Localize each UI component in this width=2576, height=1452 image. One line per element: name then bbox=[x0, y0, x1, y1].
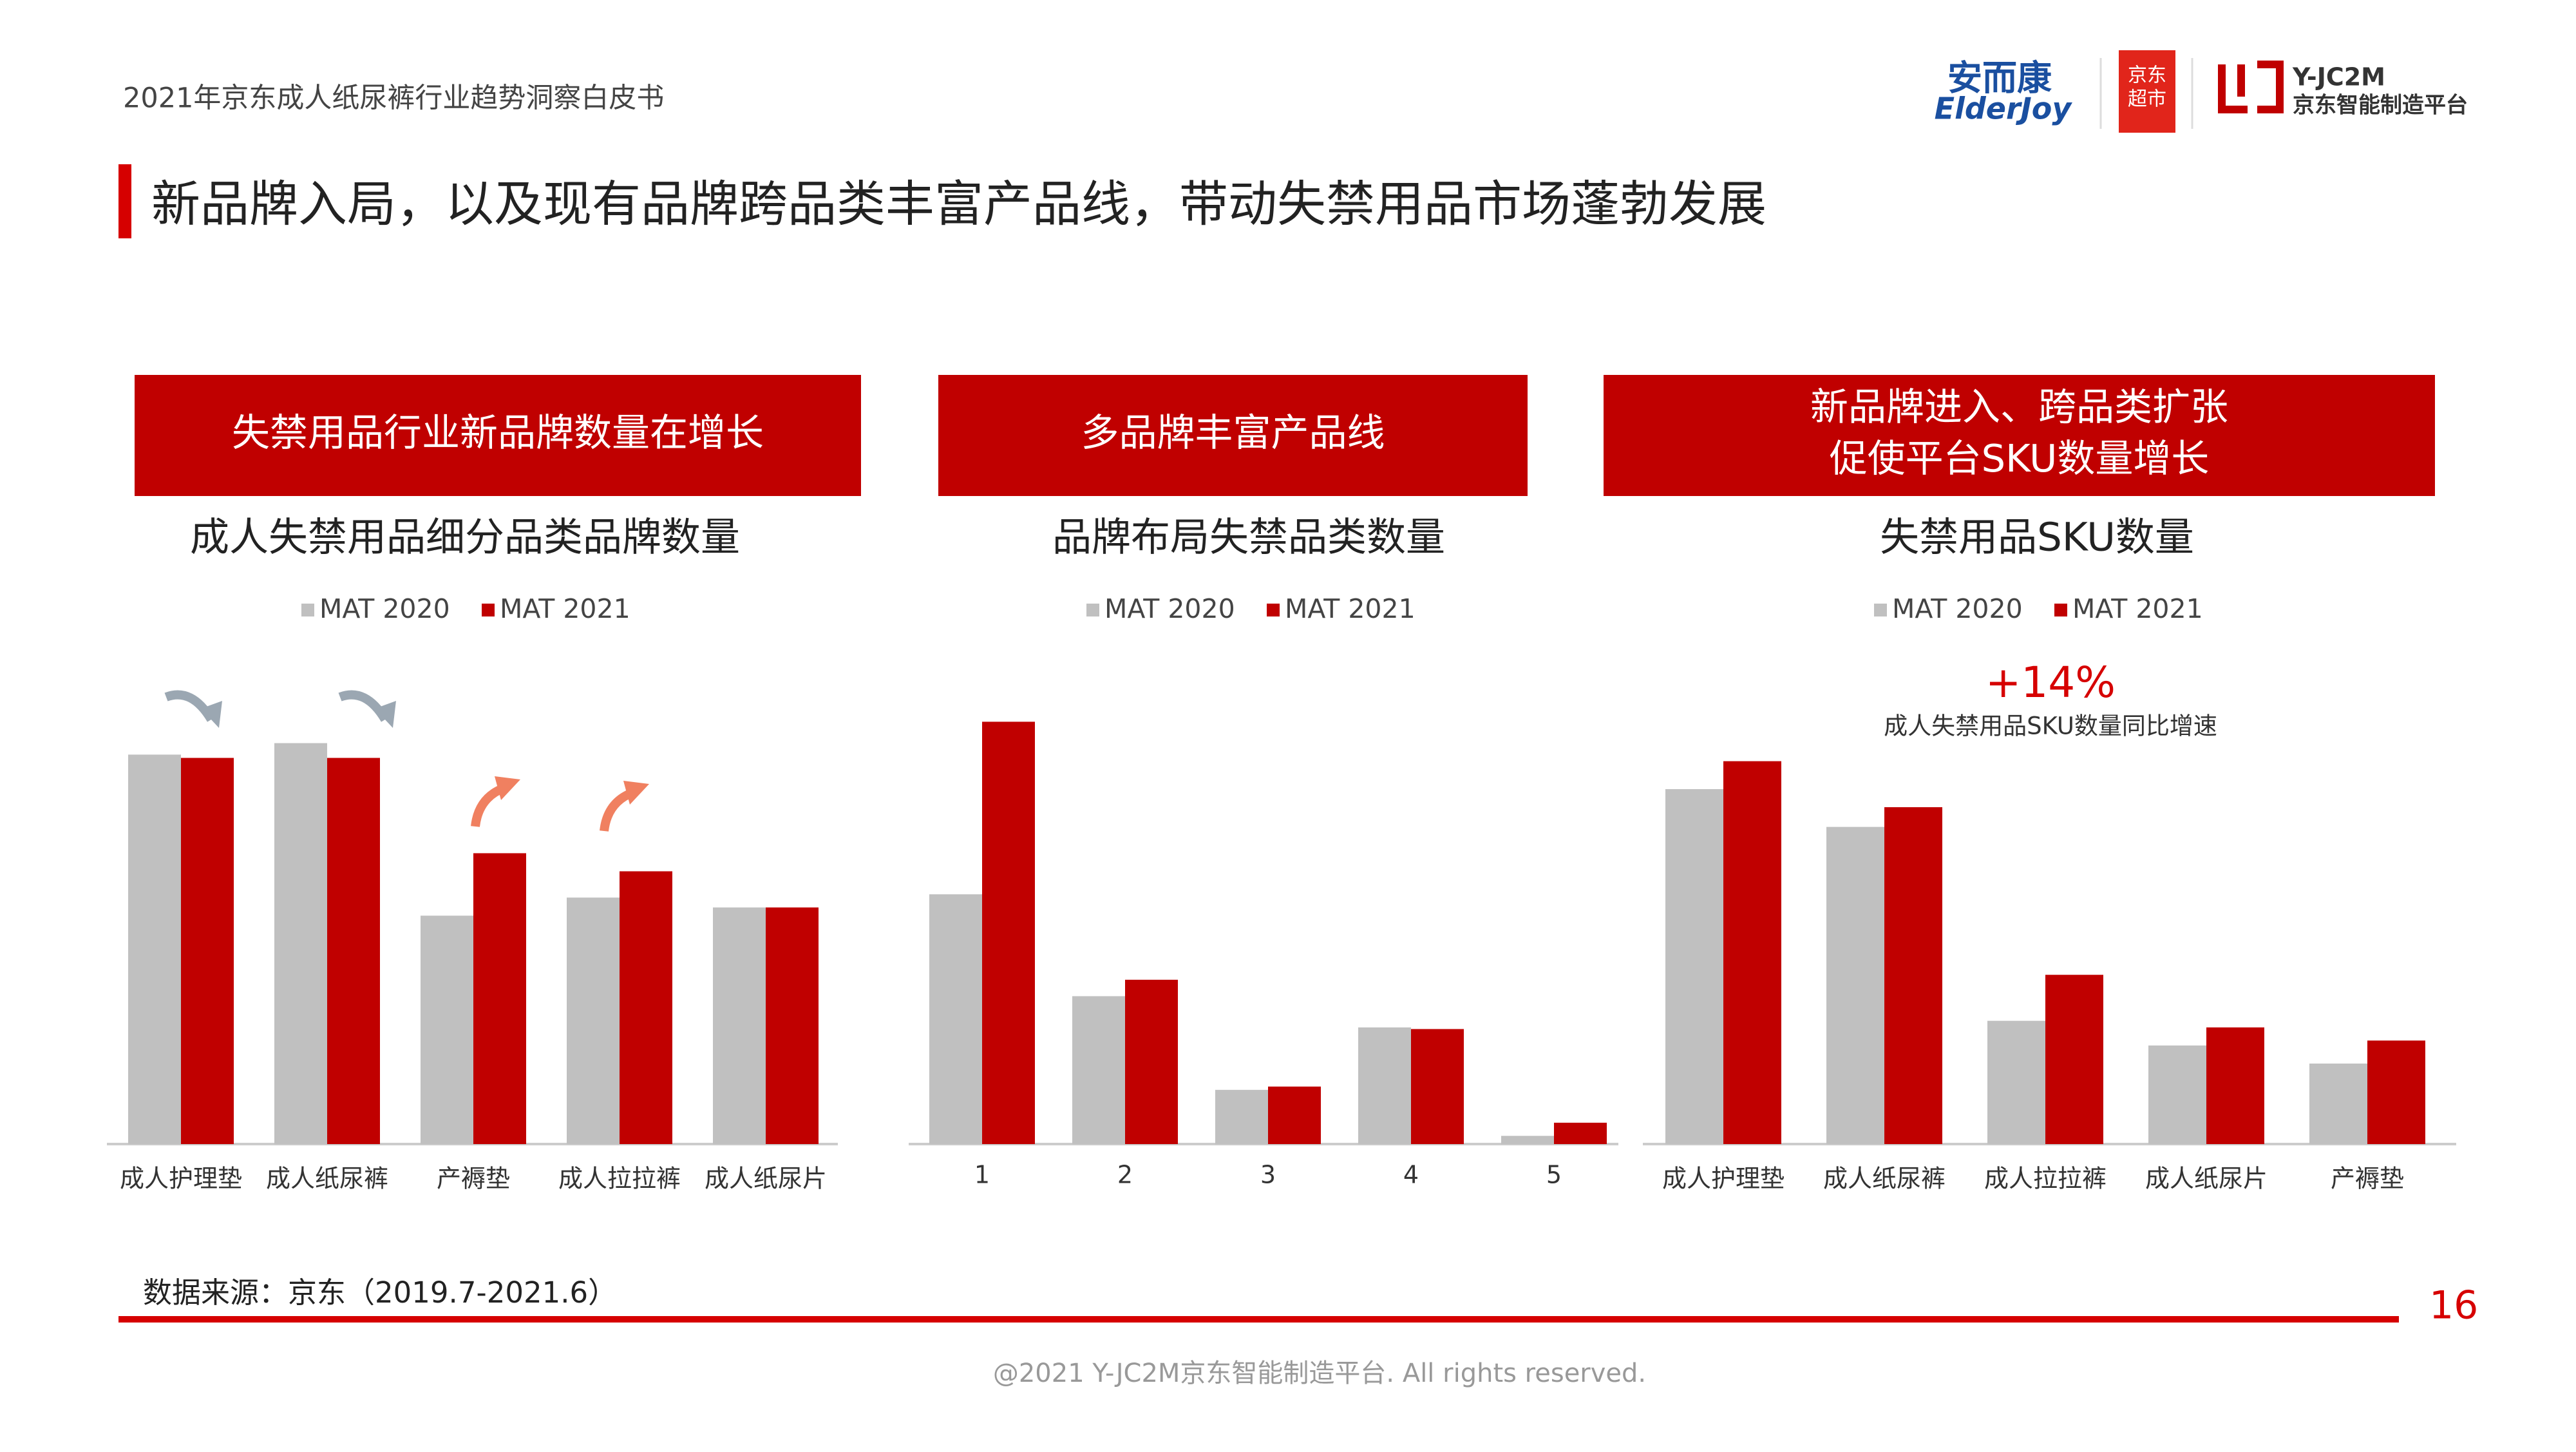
legend-label: MAT 2021 bbox=[500, 593, 630, 624]
bar bbox=[1215, 1089, 1268, 1144]
x-tick-label: 2 bbox=[1117, 1161, 1133, 1189]
panel-heading: 多品牌丰富产品线 bbox=[1081, 410, 1385, 455]
x-tick-label: 成人纸尿裤 bbox=[1823, 1165, 1946, 1193]
x-tick-label: 1 bbox=[974, 1161, 990, 1189]
logo-box bbox=[2119, 50, 2175, 133]
bar bbox=[1125, 979, 1178, 1144]
page-number: 16 bbox=[2429, 1283, 2478, 1328]
x-tick-label: 成人纸尿片 bbox=[2145, 1165, 2268, 1193]
logo-text: 超市 bbox=[2128, 88, 2166, 111]
headline-marker bbox=[118, 164, 131, 238]
bar bbox=[1358, 1027, 1411, 1144]
bar bbox=[1268, 1086, 1321, 1144]
bar bbox=[1554, 1122, 1607, 1144]
bar bbox=[181, 758, 234, 1144]
bar bbox=[2206, 1027, 2264, 1144]
bar bbox=[1501, 1136, 1554, 1144]
chart-title: 品牌布局失禁品类数量 bbox=[1052, 515, 1445, 560]
legend-label: MAT 2021 bbox=[1285, 593, 1416, 624]
logo-text: ElderJoy bbox=[1935, 91, 2073, 126]
bar bbox=[2045, 975, 2103, 1144]
panel-heading: 新品牌进入、跨品类扩张 bbox=[1810, 385, 2228, 429]
bar bbox=[620, 871, 672, 1144]
legend-label: MAT 2020 bbox=[1892, 593, 2023, 624]
bar bbox=[1723, 761, 1781, 1144]
annotation: 成人失禁用品SKU数量同比增速 bbox=[1884, 712, 2217, 740]
x-tick-label: 成人拉拉裤 bbox=[1984, 1165, 2107, 1193]
x-tick-label: 成人护理垫 bbox=[120, 1165, 242, 1193]
bar bbox=[1826, 826, 1884, 1144]
bar bbox=[766, 907, 819, 1144]
bar bbox=[982, 721, 1035, 1144]
logo-mark bbox=[2218, 61, 2284, 113]
x-tick-label: 产褥垫 bbox=[2331, 1165, 2404, 1193]
bar bbox=[2367, 1040, 2425, 1144]
logo-text: 京东 bbox=[2128, 64, 2166, 87]
bar bbox=[1884, 807, 1942, 1144]
legend-label: MAT 2020 bbox=[319, 593, 450, 624]
panel-heading: 促使平台SKU数量增长 bbox=[1830, 436, 2210, 481]
legend-label: MAT 2021 bbox=[2072, 593, 2203, 624]
x-tick-label: 成人护理垫 bbox=[1662, 1165, 1785, 1193]
bar bbox=[128, 754, 181, 1144]
legend-swatch bbox=[1874, 604, 1887, 616]
legend-swatch bbox=[301, 604, 314, 616]
bar bbox=[2148, 1045, 2206, 1144]
bar bbox=[473, 853, 526, 1144]
logo-text: 安而康 bbox=[1947, 58, 2052, 99]
logo-text: 京东智能制造平台 bbox=[2293, 93, 2468, 119]
logo-text: Y-JC2M bbox=[2292, 63, 2385, 91]
bar bbox=[327, 758, 380, 1144]
x-tick-label: 成人拉拉裤 bbox=[558, 1165, 681, 1193]
annotation: +14% bbox=[1985, 658, 2116, 707]
legend-swatch bbox=[482, 604, 495, 616]
bar bbox=[929, 894, 982, 1144]
arrow-head bbox=[201, 701, 222, 728]
bar bbox=[2309, 1064, 2367, 1144]
bar bbox=[274, 743, 327, 1144]
chart-title: 失禁用品SKU数量 bbox=[1880, 515, 2194, 560]
x-tick-label: 3 bbox=[1260, 1161, 1276, 1189]
bar bbox=[1411, 1029, 1464, 1144]
arrow-head bbox=[623, 781, 649, 805]
x-tick-label: 5 bbox=[1546, 1161, 1562, 1189]
footer: @2021 Y-JC2M京东智能制造平台. All rights reserve… bbox=[993, 1359, 1646, 1388]
bar bbox=[1072, 996, 1125, 1144]
legend-label: MAT 2020 bbox=[1104, 593, 1235, 624]
bar bbox=[1665, 788, 1723, 1144]
bar bbox=[713, 907, 766, 1144]
panel-heading-box bbox=[1604, 375, 2435, 496]
arrow-head bbox=[495, 776, 520, 800]
bar bbox=[1987, 1020, 2045, 1144]
x-tick-label: 4 bbox=[1403, 1161, 1419, 1189]
legend-swatch bbox=[2054, 604, 2067, 616]
legend-swatch bbox=[1086, 604, 1099, 616]
panel-heading-box bbox=[938, 375, 1528, 496]
panel-heading: 失禁用品行业新品牌数量在增长 bbox=[232, 410, 764, 455]
headline: 新品牌入局，以及现有品牌跨品类丰富产品线，带动失禁用品市场蓬勃发展 bbox=[151, 175, 1766, 233]
panel-heading-box bbox=[135, 375, 861, 496]
x-tick-label: 产褥垫 bbox=[437, 1165, 510, 1193]
bar bbox=[567, 897, 620, 1144]
bar bbox=[421, 915, 473, 1144]
source: 数据来源：京东（2019.7-2021.6） bbox=[143, 1275, 617, 1310]
chart-title: 成人失禁用品细分品类品牌数量 bbox=[190, 515, 740, 560]
x-tick-label: 成人纸尿裤 bbox=[266, 1165, 388, 1193]
x-tick-label: 成人纸尿片 bbox=[705, 1165, 827, 1193]
arrow-head bbox=[375, 701, 396, 728]
header: 2021年京东成人纸尿裤行业趋势洞察白皮书 bbox=[123, 82, 664, 115]
legend-swatch bbox=[1267, 604, 1280, 616]
